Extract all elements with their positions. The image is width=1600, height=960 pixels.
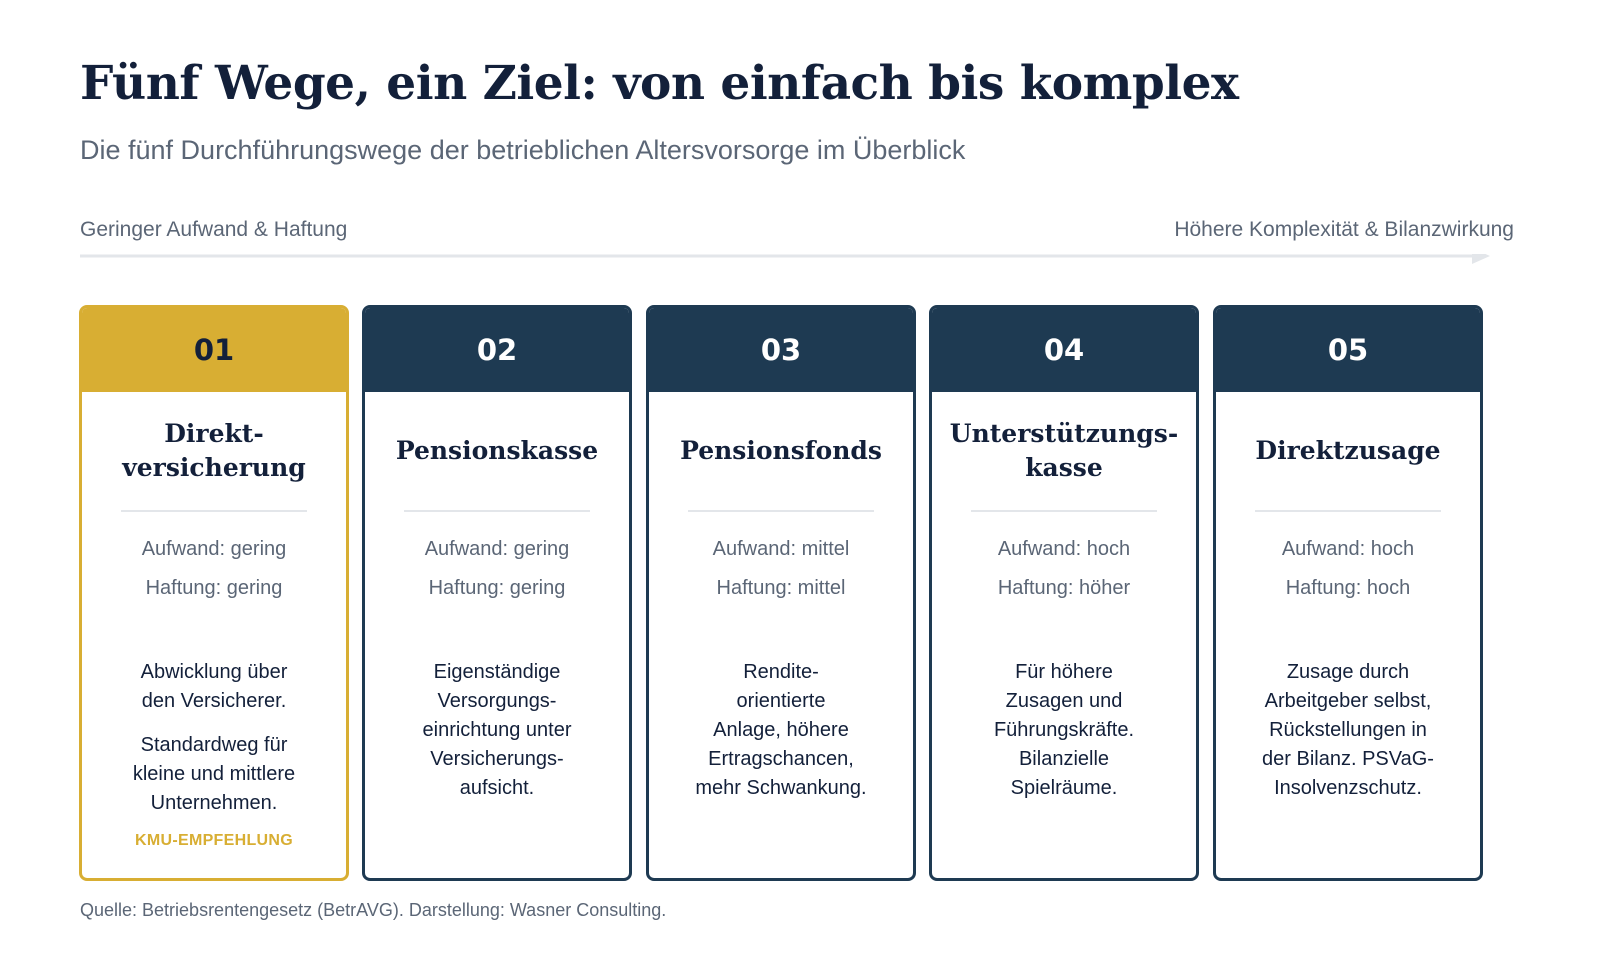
card-divider	[404, 510, 590, 512]
axis-right-label: Höhere Komplexität & Bilanzwirkung	[1174, 218, 1514, 241]
card-divider	[971, 510, 1157, 512]
card-unterstuetzungskasse: 04 Unterstützungs- kasse Aufwand: hoch H…	[929, 305, 1199, 881]
card-name: Direktzusage	[1255, 436, 1441, 465]
cards-row: 01 Direkt- versicherung Aufwand: gering …	[79, 305, 1525, 885]
card-number: 04	[932, 308, 1196, 392]
page-title: Fünf Wege, ein Ziel: von einfach bis kom…	[80, 56, 1239, 111]
card-description: Für höhere Zusagen und Führungskräfte. B…	[993, 661, 1135, 799]
card-direktzusage: 05 Direktzusage Aufwand: hoch Haftung: h…	[1213, 305, 1483, 881]
card-description: Rendite- orientierte Anlage, höhere Ertr…	[695, 661, 867, 799]
card-haftung: Haftung: hoch	[1285, 577, 1411, 599]
card-divider	[1255, 510, 1441, 512]
card-direktversicherung: 01 Direkt- versicherung Aufwand: gering …	[79, 305, 349, 881]
card-number: 05	[1216, 308, 1480, 392]
kmu-badge: KMU-EMPFEHLUNG	[135, 832, 293, 849]
card-description: Eigenständige Versorgungs- einrichtung u…	[422, 661, 572, 799]
card-name: Unterstützungs- kasse	[949, 419, 1179, 482]
card-description: Abwicklung über den Versicherer.	[140, 661, 288, 712]
card-aufwand: Aufwand: hoch	[1281, 538, 1415, 560]
card-aufwand: Aufwand: mittel	[712, 538, 850, 560]
card-description-secondary: Standardweg für kleine und mittlere Unte…	[132, 734, 296, 814]
card-number: 02	[365, 308, 629, 392]
card-divider	[121, 510, 307, 512]
card-name: Direkt- versicherung	[122, 419, 306, 482]
card-haftung: Haftung: gering	[428, 577, 566, 599]
card-number: 03	[649, 308, 913, 392]
card-haftung: Haftung: mittel	[716, 577, 846, 599]
card-aufwand: Aufwand: hoch	[997, 538, 1131, 560]
page-subtitle: Die fünf Durchführungswege der betriebli…	[80, 135, 966, 165]
axis-left-label: Geringer Aufwand & Haftung	[80, 218, 348, 241]
card-haftung: Haftung: gering	[145, 577, 283, 599]
source-note: Quelle: Betriebsrentengesetz (BetrAVG). …	[80, 900, 667, 920]
card-aufwand: Aufwand: gering	[424, 538, 570, 560]
complexity-arrow	[80, 254, 1490, 264]
card-pensionskasse: 02 Pensionskasse Aufwand: gering Haftung…	[362, 305, 632, 881]
card-number: 01	[82, 308, 346, 392]
complexity-arrow-head	[1472, 254, 1490, 264]
card-description: Zusage durch Arbeitgeber selbst, Rückste…	[1262, 661, 1434, 799]
card-aufwand: Aufwand: gering	[141, 538, 287, 560]
card-name: Pensionskasse	[395, 436, 599, 465]
card-name: Pensionsfonds	[680, 436, 882, 465]
card-pensionsfonds: 03 Pensionsfonds Aufwand: mittel Haftung…	[646, 305, 916, 881]
card-haftung: Haftung: höher	[997, 577, 1131, 599]
card-divider	[688, 510, 874, 512]
